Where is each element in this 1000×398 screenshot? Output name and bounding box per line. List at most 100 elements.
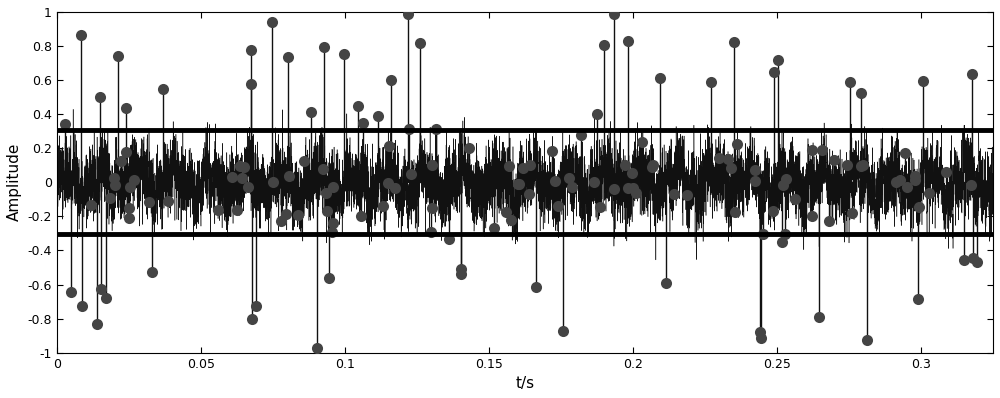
Point [511, 181, 527, 187]
Point [564, 183, 580, 190]
Point [380, 180, 396, 186]
Point [92, 94, 108, 100]
Point [826, 157, 842, 163]
Point [573, 132, 589, 138]
Point [355, 120, 371, 126]
Point [753, 335, 769, 341]
Point [441, 236, 457, 242]
Point [303, 109, 319, 115]
Point [57, 121, 73, 127]
Point [510, 181, 526, 187]
Point [777, 230, 793, 237]
Point [98, 295, 114, 301]
Point [634, 139, 650, 145]
Point [775, 181, 791, 188]
Point [240, 184, 256, 191]
Point [93, 286, 109, 293]
Point [778, 176, 794, 182]
Point [324, 228, 340, 235]
Point [752, 329, 768, 336]
Point [273, 217, 289, 224]
Point [503, 217, 519, 223]
Point [243, 81, 259, 88]
Point [244, 316, 260, 322]
Point [381, 143, 397, 149]
Point [315, 166, 331, 172]
Point [755, 231, 771, 237]
Point [645, 162, 661, 168]
Point [83, 202, 99, 209]
Point [606, 11, 622, 17]
Point [766, 69, 782, 75]
Point [370, 113, 386, 119]
Point [412, 40, 428, 47]
Point [804, 213, 820, 219]
Point [248, 302, 264, 309]
Point [727, 209, 743, 216]
Point [853, 163, 869, 170]
Point [423, 229, 439, 235]
Point [234, 175, 250, 181]
Point [592, 204, 608, 211]
Point [424, 205, 440, 211]
Point [747, 178, 763, 184]
Point [606, 186, 622, 192]
Point [428, 126, 444, 133]
Point [121, 205, 137, 212]
Point [321, 275, 337, 281]
Point [624, 170, 640, 177]
Point [453, 271, 469, 277]
Point [155, 86, 171, 92]
Point [765, 207, 781, 214]
Point [118, 105, 134, 111]
Point [969, 259, 985, 265]
Point [625, 185, 641, 191]
Point [814, 147, 830, 153]
Point [586, 179, 602, 185]
Point [963, 181, 979, 188]
Point [811, 314, 827, 320]
Point [122, 184, 138, 191]
Point [73, 32, 89, 39]
Point [620, 185, 636, 191]
Point [498, 209, 514, 215]
Point [424, 162, 440, 168]
Point [461, 145, 477, 151]
Point [911, 204, 927, 211]
Point [265, 179, 281, 185]
Point [350, 103, 366, 109]
Point [907, 177, 923, 183]
Point [596, 41, 612, 48]
Point [278, 211, 294, 217]
Point [620, 38, 636, 45]
Point [787, 196, 803, 202]
Point [353, 213, 369, 219]
Point [309, 345, 325, 351]
Point [804, 146, 820, 153]
Point [63, 289, 79, 296]
Point [888, 179, 904, 185]
Point [486, 225, 502, 231]
Point [336, 51, 352, 58]
Point [720, 156, 736, 162]
Point [965, 255, 981, 261]
Point [400, 11, 416, 17]
Point [723, 165, 739, 171]
Point [915, 78, 931, 84]
Point [839, 162, 855, 168]
Point [726, 39, 742, 45]
Point [555, 328, 571, 334]
Point [644, 164, 660, 171]
Point [264, 18, 280, 25]
Point [522, 162, 538, 168]
X-axis label: t/s: t/s [515, 376, 535, 391]
Point [325, 183, 341, 190]
Point [236, 164, 252, 170]
Point [243, 47, 259, 53]
Point [121, 215, 137, 221]
Point [74, 302, 90, 309]
Point [296, 158, 312, 164]
Point [102, 194, 118, 201]
Point [89, 321, 105, 328]
Point [387, 185, 403, 191]
